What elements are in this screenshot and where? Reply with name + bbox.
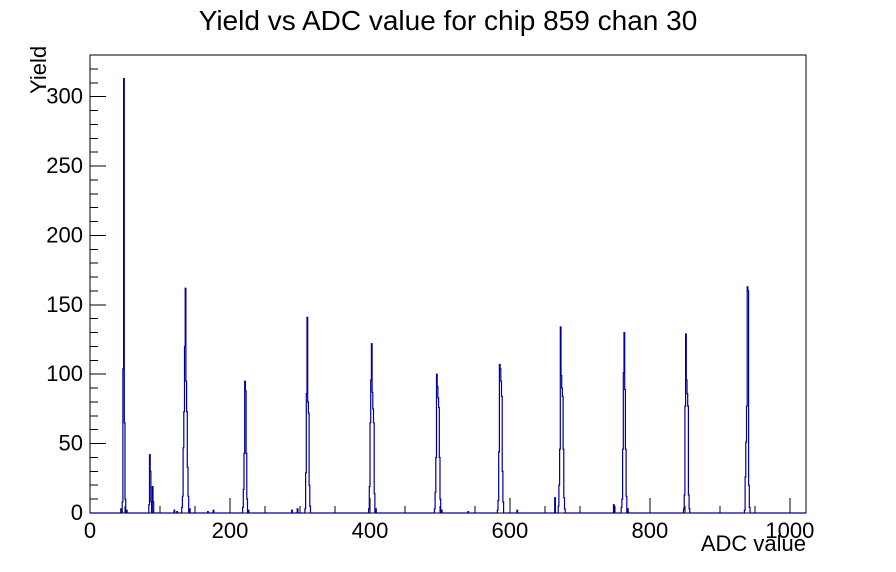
x-tick-label: 600 xyxy=(492,518,529,543)
axis-tick-labels: 0 200 400 600 800 1000 0 50 100 150 200 250 300 xyxy=(46,84,814,543)
y-axis-ticks xyxy=(90,54,106,514)
histogram-line xyxy=(90,78,806,514)
y-tick-label: 0 xyxy=(71,500,83,525)
y-tick-label: 150 xyxy=(46,292,83,317)
x-tick-label: 0 xyxy=(84,518,96,543)
x-tick-label: 1000 xyxy=(765,518,814,543)
x-axis-title: ADC value xyxy=(700,531,806,556)
y-tick-label: 100 xyxy=(46,361,83,386)
plot-frame xyxy=(89,54,807,514)
y-tick-label: 250 xyxy=(46,153,83,178)
y-tick-label: 200 xyxy=(46,222,83,247)
x-tick-label: 800 xyxy=(632,518,669,543)
x-tick-label: 200 xyxy=(212,518,249,543)
x-axis-ticks xyxy=(89,498,791,513)
y-tick-label: 300 xyxy=(46,84,83,109)
x-tick-label: 400 xyxy=(352,518,389,543)
y-tick-label: 50 xyxy=(59,431,83,456)
chart-title: Yield vs ADC value for chip 859 chan 30 xyxy=(198,5,698,36)
